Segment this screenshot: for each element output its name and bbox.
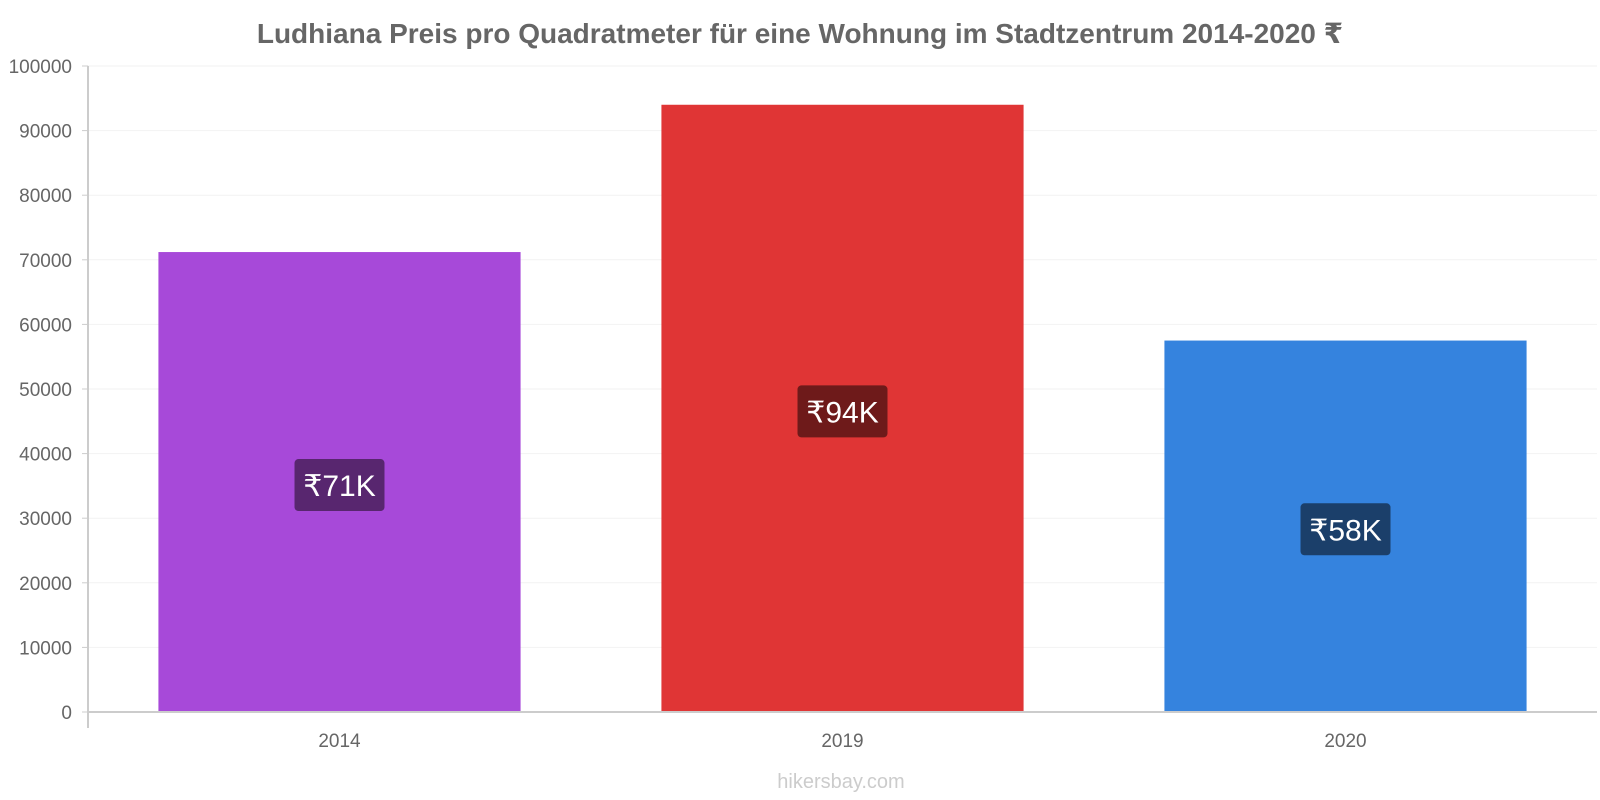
x-tick-label: 2019 [821, 731, 863, 752]
y-tick-label: 30000 [19, 509, 72, 530]
chart-title: Ludhiana Preis pro Quadratmeter für eine… [257, 18, 1343, 49]
data-labels: ₹71K ₹94K ₹58K [294, 385, 1391, 556]
x-tick-label: 2020 [1324, 731, 1366, 752]
y-tick-label: 80000 [19, 186, 72, 207]
y-tick-label: 40000 [19, 445, 72, 466]
y-axis-ticks: 0 10000 20000 30000 40000 50000 60000 70000 8000… [9, 57, 88, 724]
x-axis-ticks: 2014 2019 2020 [318, 731, 1366, 752]
data-label-badge [1300, 503, 1391, 556]
data-label-badge [797, 385, 888, 438]
y-tick-label: 10000 [19, 638, 72, 659]
data-label: ₹94K [806, 396, 878, 429]
data-label: ₹58K [1309, 514, 1381, 547]
y-tick-label: 90000 [19, 122, 72, 143]
data-label: ₹71K [303, 470, 375, 503]
y-tick-label: 20000 [19, 574, 72, 595]
y-tick-label: 100000 [9, 57, 72, 78]
y-tick-label: 50000 [19, 380, 72, 401]
data-label-badge [294, 459, 385, 512]
axes [87, 66, 1597, 728]
y-tick-label: 60000 [19, 315, 72, 336]
bars [158, 104, 1527, 712]
x-tick-label: 2014 [318, 731, 361, 752]
watermark: hikersbay.com [777, 771, 904, 793]
y-tick-label: 70000 [19, 251, 72, 272]
y-tick-label: 0 [61, 703, 72, 724]
